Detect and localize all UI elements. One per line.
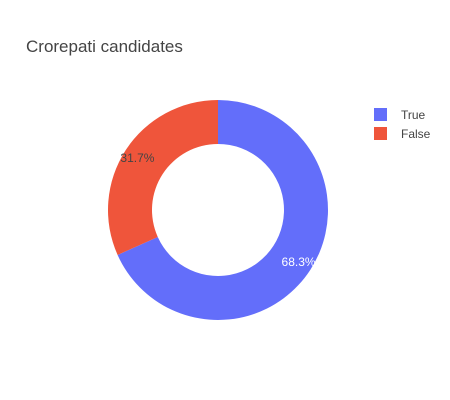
legend-label-false: False: [401, 127, 431, 141]
slice-label-true: 68.3%: [282, 255, 316, 269]
slices-group: [108, 100, 328, 321]
legend-item-false[interactable]: False: [374, 127, 431, 141]
legend-swatch-false: [374, 127, 387, 140]
slice-label-false: 31.7%: [120, 151, 154, 165]
legend: True False: [374, 108, 431, 141]
slice-true[interactable]: [117, 100, 328, 321]
legend-swatch-true: [374, 108, 387, 121]
legend-label-true: True: [401, 108, 426, 122]
legend-item-true[interactable]: True: [374, 108, 426, 122]
slice-false[interactable]: [108, 100, 218, 255]
slice-labels-group: 68.3% 31.7%: [120, 151, 315, 269]
chart-title: Crorepati candidates: [26, 37, 183, 56]
